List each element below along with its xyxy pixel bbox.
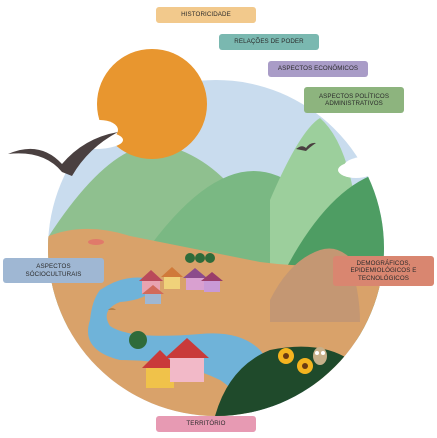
label-demograficos: DEMOGRÁFICOS, EPIDEMIOLÓGICOS E TECNOLÓG… xyxy=(333,256,434,286)
house-roof xyxy=(161,267,183,277)
village xyxy=(139,267,223,304)
house-roof xyxy=(142,350,178,368)
boat-icon xyxy=(108,308,116,310)
label-territorio: TERRITÓRIO xyxy=(156,416,256,432)
house-roof xyxy=(165,338,209,358)
sunflowers xyxy=(278,348,313,374)
owl-icon xyxy=(313,347,327,365)
bird-small-icon xyxy=(296,142,316,151)
house-roof xyxy=(142,285,164,294)
flowers xyxy=(88,239,104,245)
sun-icon xyxy=(97,49,207,159)
sunflower-center xyxy=(283,353,289,359)
bird-large-icon xyxy=(8,132,118,176)
house-roof xyxy=(183,268,207,278)
landscape-circle xyxy=(48,80,384,416)
label-aspectos-economicos: ASPECTOS ECONÔMICOS xyxy=(268,61,368,77)
label-historicidade: HISTORICIDADE xyxy=(156,7,256,23)
label-aspectos-politicos: ASPECTOS POLÍTICOS ADMINISTRATIVOS xyxy=(304,87,404,113)
label-relacoes-de-poder: RELAÇÕES DE PODER xyxy=(219,34,319,50)
label-aspectos-socioculturais: ASPECTOS SÓCIOCULTURAIS xyxy=(3,258,104,283)
house xyxy=(186,277,204,290)
house xyxy=(204,280,220,292)
house xyxy=(145,293,161,304)
house xyxy=(164,276,180,289)
house-roof xyxy=(201,272,223,281)
bushes xyxy=(129,253,215,349)
house-roof xyxy=(139,270,163,281)
cloud-right-icon xyxy=(338,144,400,178)
farm-houses xyxy=(142,338,209,388)
house xyxy=(146,366,174,388)
house xyxy=(170,356,204,382)
sunflower-center xyxy=(302,363,308,369)
